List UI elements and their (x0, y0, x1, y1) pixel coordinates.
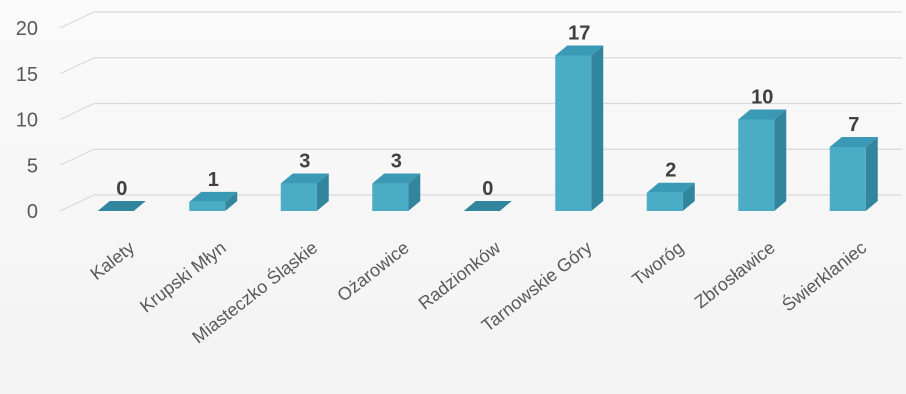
y-tick-label: 20 (16, 18, 38, 40)
y-axis-ticks: 0 5 10 15 20 (16, 18, 38, 223)
gridline-side (59, 102, 95, 121)
data-label: 10 (751, 87, 773, 109)
data-label: 2 (665, 160, 676, 182)
bar-top (372, 173, 421, 184)
bar-side (865, 136, 878, 211)
x-tick-label: Kalety (86, 237, 138, 284)
data-label: 17 (568, 22, 590, 44)
bar (738, 109, 787, 211)
bar-front (829, 146, 866, 211)
bar-side (591, 45, 604, 212)
bar-top (829, 136, 878, 147)
bar (189, 191, 238, 211)
bar-front (280, 183, 317, 211)
bar-front (738, 119, 775, 211)
data-label: 7 (848, 114, 859, 136)
bar-side (225, 191, 238, 211)
bar-side (316, 173, 329, 211)
bar (555, 45, 604, 212)
y-tick-label: 5 (27, 155, 38, 177)
gridlines (59, 11, 902, 212)
bar-front (372, 183, 409, 211)
x-tick-label: Radzionków (415, 237, 505, 314)
gridline-side (59, 57, 95, 75)
bar-side (774, 109, 787, 211)
bar (646, 182, 695, 211)
bar-top (555, 45, 604, 56)
y-tick-label: 0 (27, 201, 38, 223)
bar (372, 173, 421, 211)
x-tick-label: Zbrosławice (691, 237, 779, 312)
data-labels: 0 1 3 3 0 17 2 10 7 (116, 22, 859, 200)
bar-top (280, 173, 329, 184)
gridline-side (59, 11, 95, 29)
bar (463, 201, 512, 211)
bar-top (738, 109, 787, 120)
x-tick-label: Tworóg (628, 237, 687, 289)
bar-side (408, 173, 421, 211)
bar-side (682, 182, 695, 211)
bar-front (646, 192, 683, 211)
bars (97, 45, 878, 212)
data-label: 3 (391, 151, 402, 173)
x-tick-label: Krupski Młyn (136, 237, 230, 316)
bar-top (646, 182, 695, 193)
data-label: 0 (482, 178, 493, 200)
gridline-side (59, 148, 95, 166)
bar (97, 201, 146, 211)
data-label: 3 (299, 151, 310, 173)
data-label: 0 (116, 178, 127, 200)
gridline-side (59, 194, 95, 212)
bar (829, 136, 878, 211)
x-tick-label: Świerklaniec (778, 237, 871, 316)
y-tick-label: 15 (16, 64, 38, 86)
bar (280, 173, 329, 211)
bar-top (97, 201, 146, 211)
x-tick-label: Ożarowice (333, 237, 412, 305)
y-tick-label: 10 (16, 110, 38, 132)
data-label: 1 (208, 169, 219, 191)
bar-front (189, 201, 226, 211)
bar-top (189, 191, 238, 202)
bar-top (463, 201, 512, 211)
bar-front (555, 55, 592, 212)
